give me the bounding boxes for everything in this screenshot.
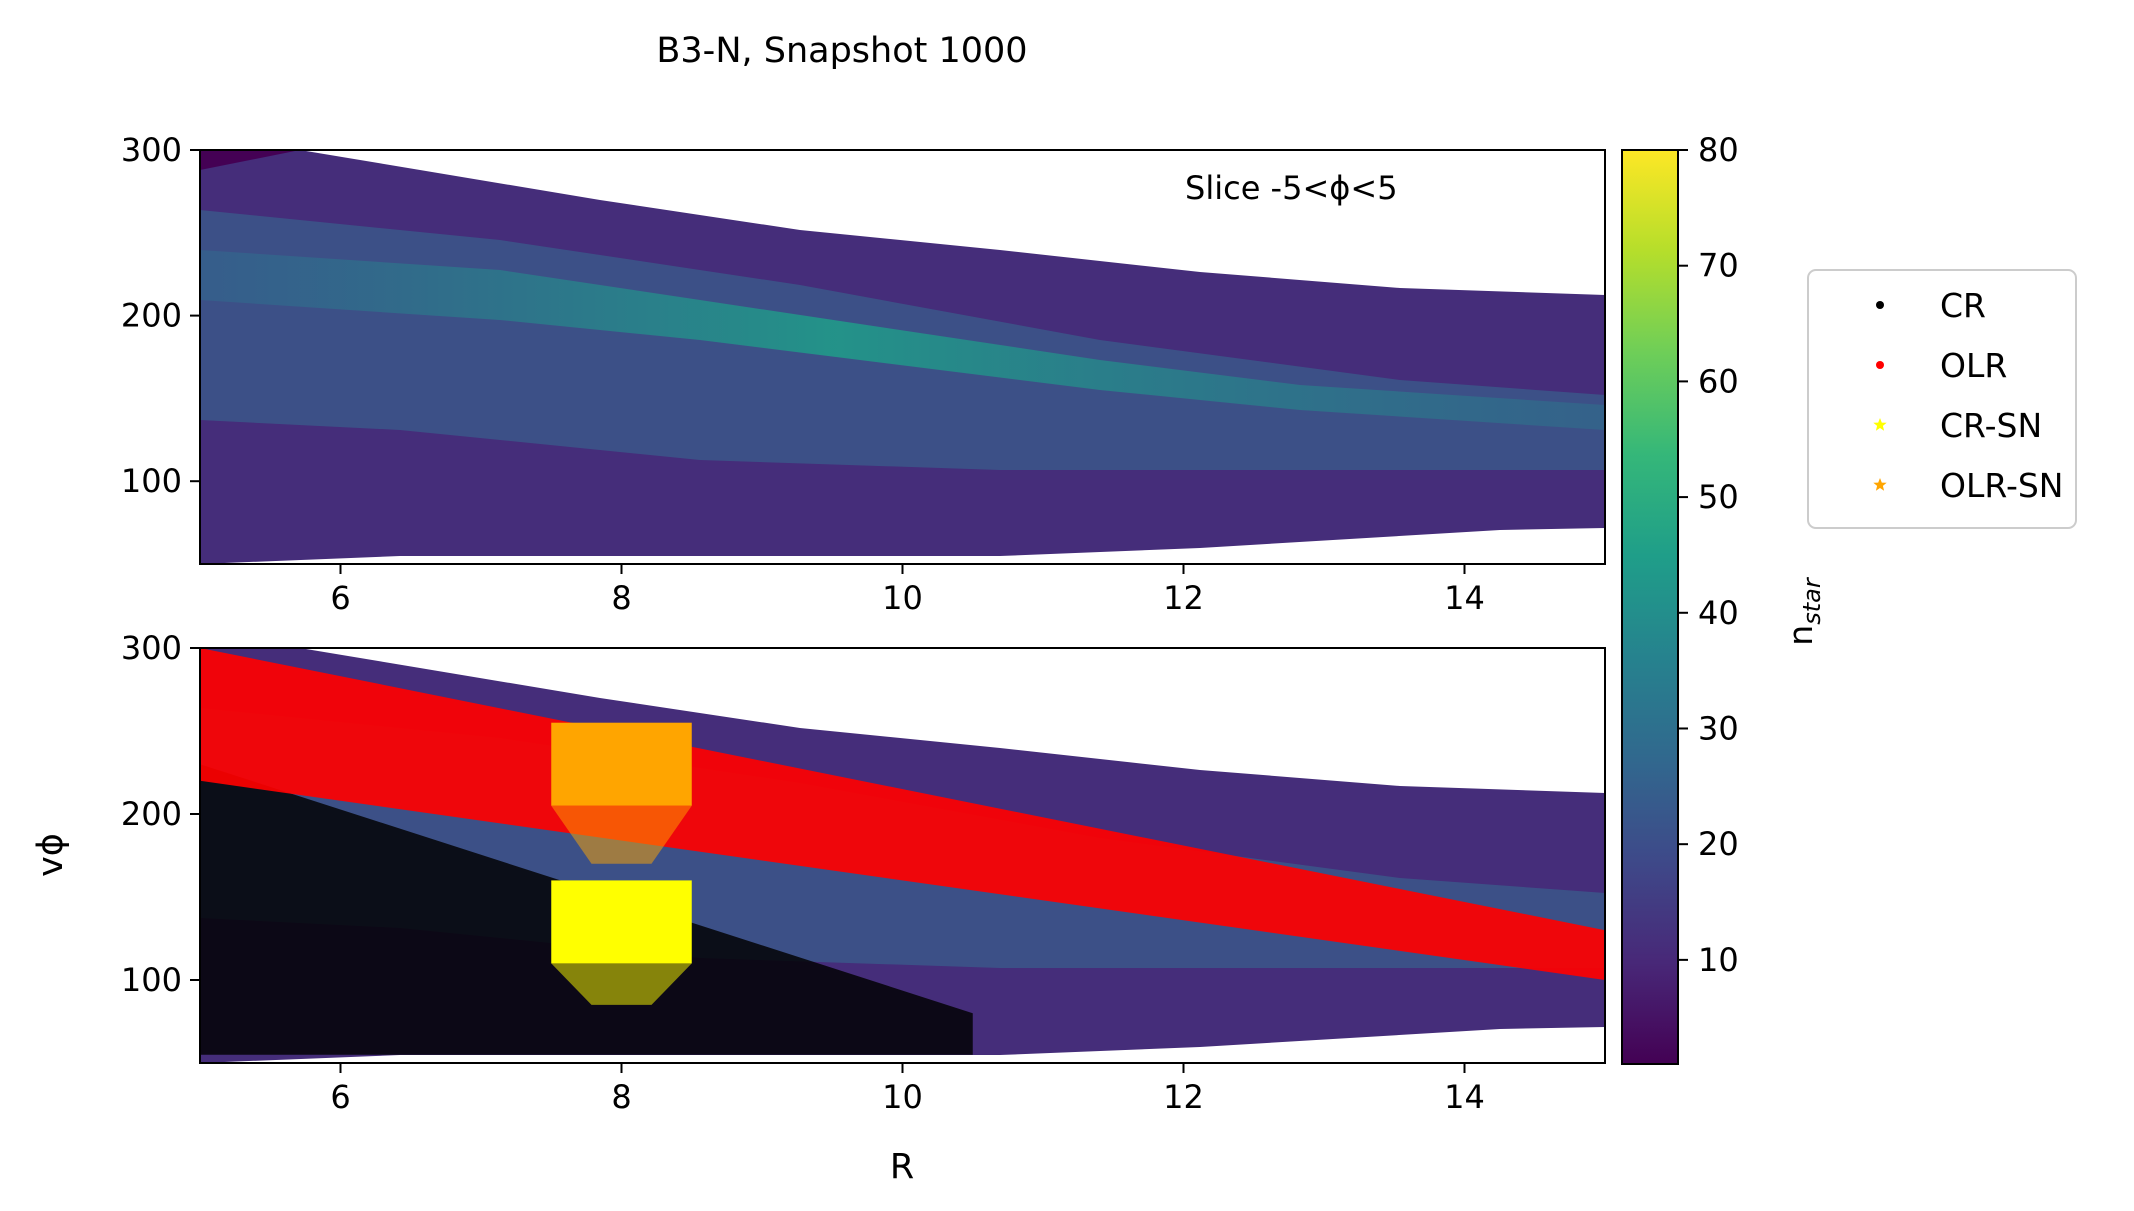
top-xtick-label: 8: [611, 579, 631, 617]
top-x-axis: 6 8 10 12 14: [330, 564, 1485, 617]
y-axis-label: vϕ: [31, 833, 71, 877]
bottom-ytick-label: 300: [121, 629, 182, 667]
colorbar-tick-label: 30: [1698, 709, 1739, 747]
colorbar: 10 20 30 40 50 60 70 80 nstar: [1621, 131, 1826, 1065]
colorbar-label-main: n: [1781, 625, 1820, 646]
series-olr-sn-tail: [551, 805, 692, 864]
colorbar-tick-label: 10: [1698, 941, 1739, 979]
bottom-xtick-label: 10: [882, 1078, 923, 1116]
colorbar-tick-label: 80: [1698, 131, 1739, 169]
series-olr-sn-region: [551, 722, 692, 806]
colorbar-label: nstar: [1781, 576, 1826, 646]
top-ytick-label: 100: [121, 462, 182, 500]
bottom-ytick-label: 100: [121, 961, 182, 999]
series-cr-sn-tail: [551, 963, 692, 1005]
legend-marker-cr: [1876, 301, 1884, 309]
legend-marker-olr: [1876, 361, 1884, 369]
legend-marker-cr-sn: [1873, 418, 1887, 431]
colorbar-tick-label: 20: [1698, 825, 1739, 863]
top-xtick-label: 10: [882, 579, 923, 617]
top-ytick-label: 200: [121, 297, 182, 335]
bottom-series-layer: [200, 648, 1605, 1055]
colorbar-tick-label: 40: [1698, 594, 1739, 632]
legend-box: [1807, 269, 2077, 529]
bottom-density-layer: [200, 648, 1605, 1063]
series-cr-sn-region: [551, 880, 692, 964]
colorbar-tick-label: 50: [1698, 478, 1739, 516]
bottom-xtick-label: 12: [1163, 1078, 1204, 1116]
bottom-xtick-label: 8: [611, 1078, 631, 1116]
bottom-ytick-label: 200: [121, 795, 182, 833]
legend: CR OLR CR-SN OLR-SN: [1807, 269, 2077, 529]
legend-label-cr-sn: CR-SN: [1940, 406, 2042, 445]
top-density-halo: [200, 150, 300, 170]
bottom-xtick-label: 6: [330, 1078, 350, 1116]
top-density-ridge: [200, 250, 1605, 430]
colorbar-tick-label: 60: [1698, 362, 1739, 400]
x-axis-label: R: [890, 1147, 914, 1187]
legend-label-olr-sn: OLR-SN: [1940, 466, 2064, 505]
top-xtick-label: 14: [1444, 579, 1485, 617]
colorbar-tick-label: 70: [1698, 247, 1739, 285]
colorbar-gradient-bar: [1622, 150, 1678, 1064]
colorbar-label-sub: star: [1798, 576, 1826, 625]
top-xtick-label: 6: [330, 579, 350, 617]
top-xtick-label: 12: [1163, 579, 1204, 617]
bottom-xtick-label: 14: [1444, 1078, 1485, 1116]
legend-label-cr: CR: [1940, 286, 1986, 325]
legend-label-olr: OLR: [1940, 346, 2007, 385]
colorbar-ticks: 10 20 30 40 50 60 70 80: [1678, 131, 1739, 979]
top-y-axis: 100 200 300: [121, 131, 200, 500]
figure-title: B3-N, Snapshot 1000: [656, 31, 1027, 71]
legend-items: CR OLR CR-SN OLR-SN: [1873, 286, 2064, 505]
bottom-panel: 6 8 10 12 14 100 200 300 R vϕ: [31, 629, 1606, 1187]
top-density-layer: [200, 150, 1605, 564]
top-ytick-label: 300: [121, 131, 182, 169]
top-panel: Slice -5<ϕ<5 6 8 10 12 14 100 200 300: [121, 131, 1606, 617]
colorbar-frame: [1621, 149, 1679, 1065]
bottom-y-axis: 100 200 300: [121, 629, 200, 999]
bottom-x-axis: 6 8 10 12 14: [330, 1063, 1485, 1116]
legend-marker-olr-sn: [1873, 478, 1887, 491]
top-panel-annotation: Slice -5<ϕ<5: [1185, 169, 1398, 207]
